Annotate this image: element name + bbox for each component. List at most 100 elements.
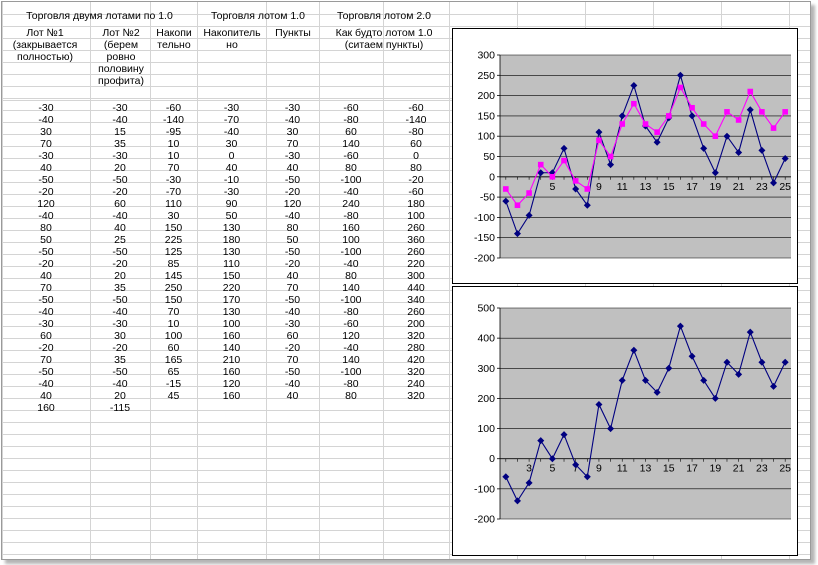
table-cell[interactable]: 180	[407, 198, 425, 210]
table-cell[interactable]: -50	[284, 294, 301, 306]
table-cell[interactable]: -40	[284, 210, 301, 222]
table-cell[interactable]: -50	[38, 294, 54, 306]
table-cell[interactable]: 50	[225, 210, 238, 222]
table-cell[interactable]: 70	[40, 138, 52, 150]
data-point[interactable]	[525, 479, 533, 487]
table-cell[interactable]: 220	[222, 282, 241, 294]
data-point[interactable]	[596, 137, 602, 144]
group-header-lot-2[interactable]: Торговля лотом 2.0	[337, 10, 431, 22]
data-point[interactable]	[746, 328, 754, 336]
table-cell[interactable]: -80	[343, 378, 359, 390]
table-cell[interactable]: -60	[408, 186, 424, 198]
table-cell[interactable]: 30	[286, 126, 299, 138]
table-cell[interactable]: -30	[38, 102, 54, 114]
data-point[interactable]	[781, 155, 789, 163]
table-cell[interactable]: -80	[343, 210, 359, 222]
table-cell[interactable]: 340	[407, 294, 425, 306]
table-cell[interactable]: -40	[38, 114, 54, 126]
table-cell[interactable]: -30	[223, 102, 240, 114]
col-header-as-if-lot1[interactable]: Как будто лотом 1.0 (ситаем пункты)	[335, 27, 433, 51]
col-header-points[interactable]: Пункты	[275, 27, 311, 39]
data-point[interactable]	[677, 84, 684, 91]
data-point[interactable]	[503, 186, 509, 192]
data-point[interactable]	[537, 161, 544, 168]
table-cell[interactable]: 320	[407, 390, 425, 402]
table-cell[interactable]: -40	[343, 258, 359, 270]
table-cell[interactable]: 240	[407, 378, 425, 390]
table-cell[interactable]: 170	[222, 294, 241, 306]
data-point[interactable]	[665, 364, 673, 372]
data-point[interactable]	[572, 461, 580, 469]
data-point[interactable]	[759, 109, 765, 115]
table-cell[interactable]: -40	[38, 306, 54, 318]
data-point[interactable]	[631, 100, 637, 107]
table-cell[interactable]: 320	[407, 330, 425, 342]
table-cell[interactable]: 25	[114, 234, 126, 246]
table-cell[interactable]: 30	[167, 210, 180, 222]
data-point[interactable]	[561, 157, 567, 164]
data-point[interactable]	[607, 161, 615, 169]
table-cell[interactable]: -60	[343, 318, 359, 330]
table-cell[interactable]: -40	[284, 378, 301, 390]
table-cell[interactable]: 40	[114, 222, 126, 234]
data-point[interactable]	[560, 144, 568, 152]
table-cell[interactable]: 130	[222, 222, 241, 234]
table-cell[interactable]: -40	[38, 210, 54, 222]
data-point[interactable]	[607, 153, 614, 160]
table-cell[interactable]: 30	[114, 330, 126, 342]
table-cell[interactable]: 15	[114, 126, 126, 138]
table-cell[interactable]: 225	[164, 234, 183, 246]
table-cell[interactable]: 280	[407, 342, 425, 354]
table-cell[interactable]: -40	[112, 114, 128, 126]
table-cell[interactable]: 160	[222, 330, 241, 342]
data-point[interactable]	[514, 202, 521, 209]
table-cell[interactable]: -20	[284, 186, 301, 198]
table-cell[interactable]: 90	[225, 198, 238, 210]
table-cell[interactable]: -30	[165, 174, 182, 186]
data-point[interactable]	[665, 113, 672, 119]
data-point[interactable]	[607, 425, 615, 433]
data-point[interactable]	[735, 148, 743, 156]
table-cell[interactable]: 60	[167, 342, 180, 354]
table-cell[interactable]: 120	[37, 198, 55, 210]
data-point[interactable]	[595, 128, 603, 136]
group-header-two-lots[interactable]: Торговля двумя лотами по 1.0	[26, 10, 173, 22]
table-cell[interactable]: 160	[222, 366, 241, 378]
table-cell[interactable]: -95	[165, 126, 182, 138]
data-point[interactable]	[642, 376, 649, 384]
data-point[interactable]	[513, 497, 521, 505]
data-point[interactable]	[689, 104, 695, 111]
table-cell[interactable]: 160	[222, 390, 241, 402]
data-point[interactable]	[723, 358, 731, 366]
table-cell[interactable]: -140	[162, 114, 184, 126]
table-cell[interactable]: 260	[407, 246, 425, 258]
table-cell[interactable]: 110	[165, 198, 182, 210]
table-cell[interactable]: -40	[343, 186, 359, 198]
table-cell[interactable]: 440	[407, 282, 425, 294]
table-cell[interactable]: 45	[167, 390, 180, 402]
data-point[interactable]	[688, 352, 696, 360]
data-point[interactable]	[572, 185, 580, 193]
data-point[interactable]	[747, 88, 754, 95]
table-cell[interactable]: 70	[167, 306, 180, 318]
table-cell[interactable]: 165	[164, 354, 183, 366]
table-cell[interactable]: -30	[112, 150, 128, 162]
table-cell[interactable]: -70	[223, 114, 240, 126]
col-header-lot1[interactable]: Лот №1 (закрывается полностью)	[12, 27, 78, 63]
table-cell[interactable]: -50	[38, 366, 54, 378]
data-point[interactable]	[642, 121, 649, 127]
data-point[interactable]	[654, 129, 660, 135]
table-cell[interactable]: 140	[342, 354, 360, 366]
table-cell[interactable]: 240	[342, 198, 360, 210]
data-point[interactable]	[688, 112, 696, 120]
data-point[interactable]	[653, 388, 661, 396]
table-cell[interactable]: 35	[114, 354, 126, 366]
data-point[interactable]	[782, 109, 788, 115]
data-point[interactable]	[770, 125, 777, 131]
data-point[interactable]	[583, 473, 591, 481]
data-point[interactable]	[700, 144, 708, 152]
data-point[interactable]	[781, 358, 789, 366]
data-point[interactable]	[526, 190, 532, 196]
table-cell[interactable]: -80	[343, 306, 359, 318]
table-cell[interactable]: 140	[342, 138, 360, 150]
